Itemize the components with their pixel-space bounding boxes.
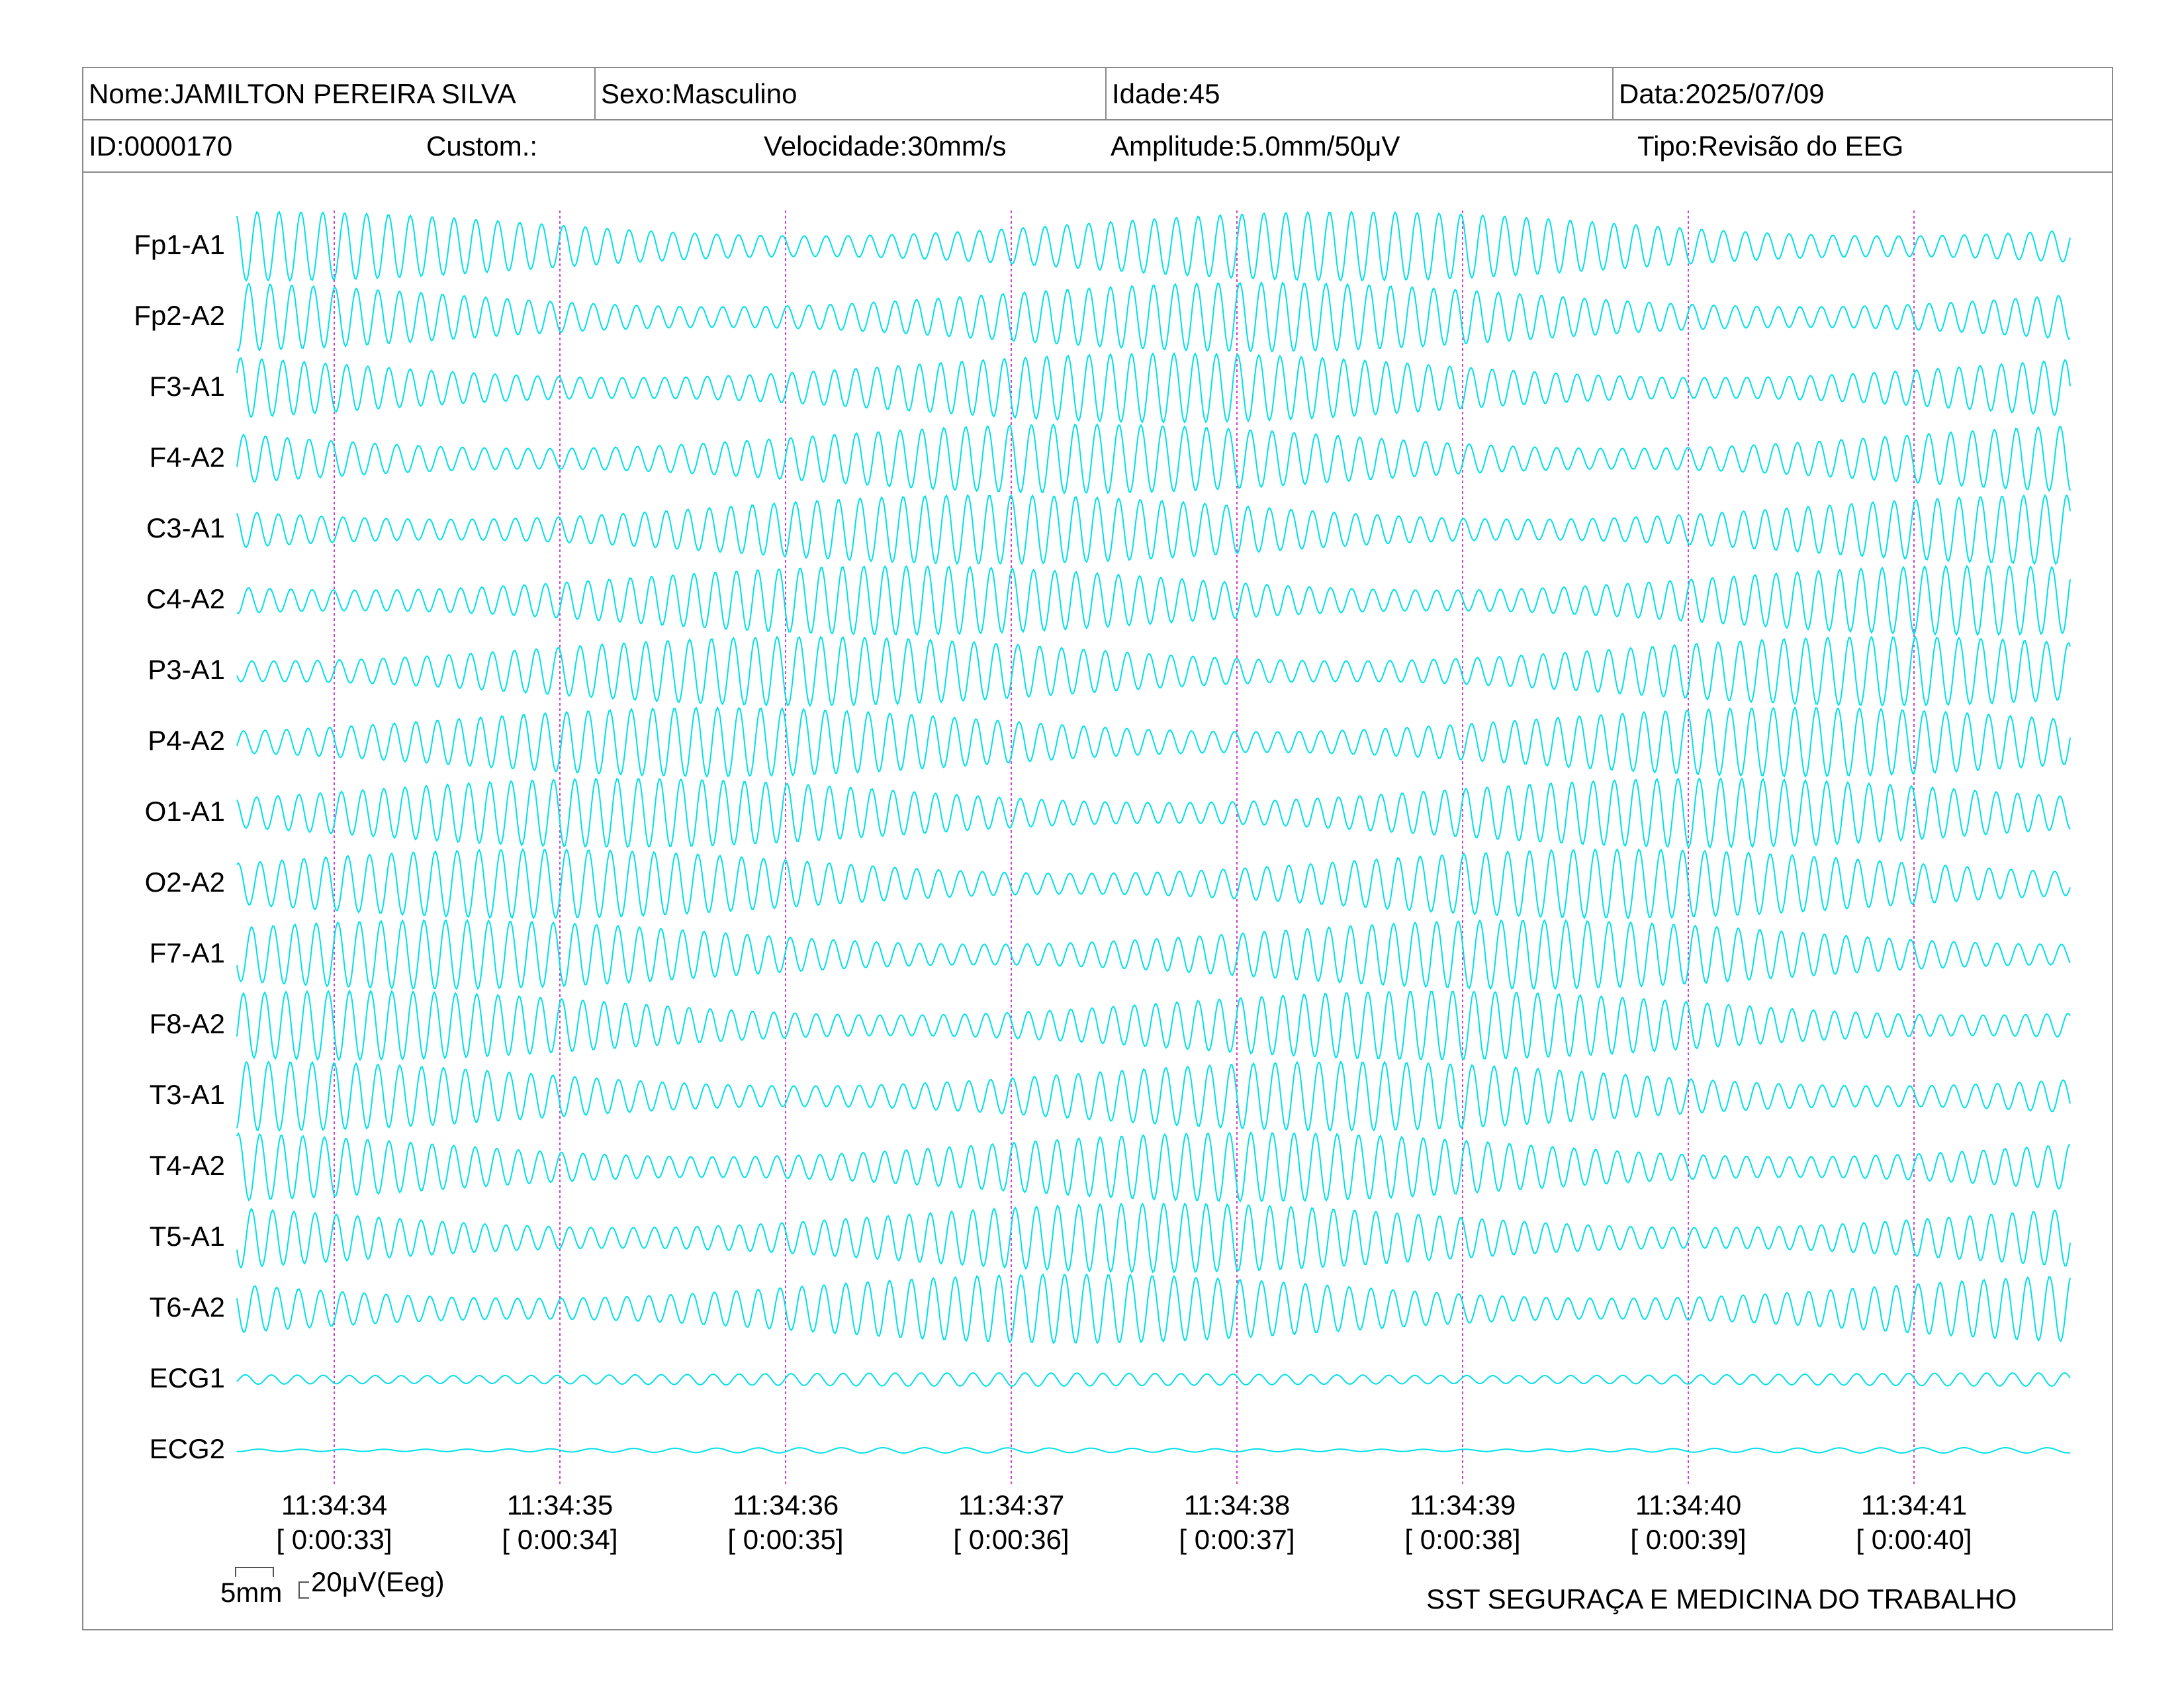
recording-speed: Velocidade:30mm/s: [764, 130, 1007, 162]
channel-label: O1-A1: [144, 796, 225, 827]
channel-label: T5-A1: [149, 1221, 225, 1252]
trace-t4-a2: [236, 1131, 2071, 1203]
time-elapsed: [ 0:00:34]: [502, 1524, 618, 1555]
channel-label: O2-A2: [144, 867, 225, 898]
time-clock: 11:34:37: [958, 1489, 1065, 1521]
trace-t3-a1: [236, 1060, 2071, 1132]
scale-length-label: 5mm: [220, 1577, 283, 1608]
trace-o2-a2: [236, 848, 2071, 920]
channel-label: C4-A2: [146, 583, 225, 614]
channel-label: P4-A2: [148, 725, 225, 756]
scale-bar-amplitude: [298, 1581, 309, 1599]
time-elapsed: [ 0:00:33]: [276, 1524, 392, 1555]
channel-label: T3-A1: [149, 1079, 225, 1110]
scale-bar-length: [235, 1567, 274, 1577]
time-clock: 11:34:38: [1183, 1489, 1291, 1521]
trace-t6-a2: [236, 1273, 2071, 1344]
time-label: 11:34:36[ 0:00:35]: [700, 1488, 872, 1557]
time-label: 11:34:40[ 0:00:39]: [1602, 1488, 1774, 1557]
channel-label: F4-A2: [149, 442, 225, 473]
time-label: 11:34:41[ 0:00:40]: [1828, 1488, 2000, 1557]
time-label: 11:34:35[ 0:00:34]: [474, 1488, 646, 1557]
time-clock: 11:34:34: [281, 1489, 388, 1521]
trace-fp1-a1: [236, 210, 2071, 282]
time-label: 11:34:39[ 0:00:38]: [1377, 1488, 1549, 1557]
channel-label: Fp1-A1: [134, 229, 225, 260]
trace-t5-a1: [236, 1202, 2071, 1274]
organization-name: SST SEGURAÇA E MEDICINA DO TRABALHO: [1426, 1583, 2017, 1615]
patient-sex: Sexo:Masculino: [594, 68, 1105, 119]
recording-amplitude: Amplitude:5.0mm/50μV: [1111, 130, 1400, 162]
trace-c4-a2: [236, 564, 2071, 637]
trace-f8-a2: [236, 989, 2071, 1062]
time-elapsed: [ 0:00:39]: [1630, 1524, 1747, 1555]
time-clock: 11:34:41: [1860, 1489, 1968, 1521]
time-elapsed: [ 0:00:40]: [1856, 1524, 1972, 1555]
channel-label: Fp2-A2: [134, 300, 225, 331]
report-frame: Nome:JAMILTON PEREIRA SILVA Sexo:Masculi…: [82, 67, 2113, 1630]
trace-ecg2: [237, 1446, 2071, 1454]
header-row-2: ID:0000170 Custom.: Velocidade:30mm/s Am…: [83, 120, 2112, 173]
patient-age: Idade:45: [1105, 68, 1612, 119]
trace-f7-a1: [236, 919, 2071, 990]
channel-label: C3-A1: [146, 512, 225, 543]
trace-f3-a1: [236, 352, 2071, 424]
custom-field: Custom.:: [426, 130, 538, 162]
trace-f4-a2: [236, 423, 2071, 494]
channel-label: F7-A1: [149, 937, 225, 968]
channel-label: F3-A1: [149, 371, 225, 402]
channel-label: ECG2: [149, 1433, 225, 1464]
channel-label: P3-A1: [148, 654, 225, 685]
trace-p3-a1: [236, 635, 2071, 708]
channel-label: T4-A2: [149, 1150, 225, 1181]
review-type: Tipo:Revisão do EEG: [1637, 130, 1904, 162]
time-clock: 11:34:39: [1409, 1489, 1516, 1521]
time-clock: 11:34:36: [732, 1489, 839, 1521]
trace-ecg1: [236, 1372, 2071, 1387]
patient-name: Nome:JAMILTON PEREIRA SILVA: [89, 77, 516, 109]
exam-date: Data:2025/07/09: [1612, 68, 2112, 119]
time-label: 11:34:37[ 0:00:36]: [925, 1488, 1097, 1557]
patient-id: ID:0000170: [89, 130, 233, 162]
channel-label: T6-A2: [149, 1291, 225, 1323]
channel-label: ECG1: [149, 1362, 225, 1393]
time-clock: 11:34:40: [1635, 1489, 1742, 1521]
time-clock: 11:34:35: [506, 1489, 614, 1521]
header-row-1: Nome:JAMILTON PEREIRA SILVA Sexo:Masculi…: [83, 68, 2112, 120]
trace-p4-a2: [236, 706, 2071, 778]
time-elapsed: [ 0:00:37]: [1179, 1524, 1295, 1555]
trace-c3-a1: [236, 494, 2071, 565]
time-elapsed: [ 0:00:35]: [727, 1524, 844, 1555]
trace-fp2-a2: [236, 281, 2071, 353]
time-label: 11:34:34[ 0:00:33]: [248, 1488, 420, 1557]
scale-amplitude-label: 20μV(Eeg): [311, 1566, 445, 1597]
time-label: 11:34:38[ 0:00:37]: [1151, 1488, 1323, 1557]
trace-o1-a1: [236, 777, 2071, 849]
time-elapsed: [ 0:00:38]: [1404, 1524, 1521, 1555]
time-elapsed: [ 0:00:36]: [953, 1524, 1069, 1555]
channel-label: F8-A2: [149, 1008, 225, 1039]
